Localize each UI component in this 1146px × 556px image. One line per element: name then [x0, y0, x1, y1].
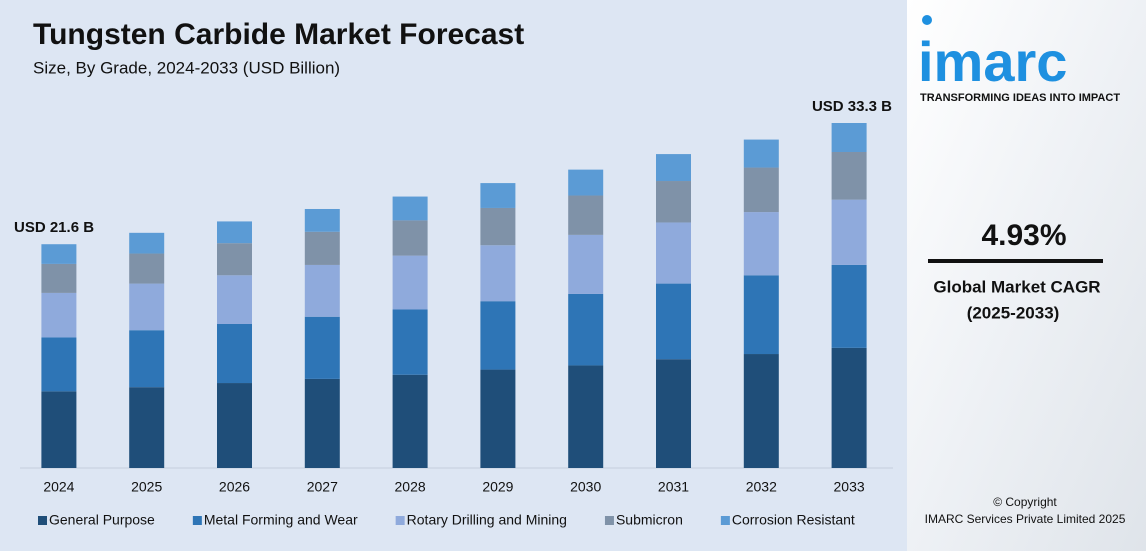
- copyright: © Copyright: [993, 495, 1057, 509]
- legend-label: Rotary Drilling and Mining: [407, 512, 567, 528]
- bar-segment: [480, 183, 516, 208]
- company: IMARC Services Private Limited 2025: [925, 512, 1126, 526]
- bar-segment: [831, 264, 867, 348]
- bar-segment: [129, 253, 165, 284]
- bar-segment: [831, 347, 867, 468]
- cagr-value: 4.93%: [981, 219, 1066, 252]
- x-tick-label: 2024: [43, 479, 74, 495]
- bar-segment: [129, 387, 165, 468]
- legend-swatch: [38, 516, 47, 525]
- bar-segment: [392, 374, 428, 468]
- bar-segment: [743, 167, 779, 213]
- bar-segment: [129, 232, 165, 254]
- bar-segment: [480, 245, 516, 302]
- legend-label: Corrosion Resistant: [732, 512, 855, 528]
- bar-segment: [656, 181, 691, 223]
- total-label: USD 33.3 B: [812, 98, 892, 115]
- sidebar-background: [907, 0, 1146, 551]
- x-tick-label: 2033: [834, 479, 865, 495]
- logo-dot: [922, 15, 932, 25]
- chart-subtitle: Size, By Grade, 2024-2033 (USD Billion): [33, 58, 340, 77]
- bar-segment: [217, 221, 252, 244]
- legend-label: Metal Forming and Wear: [204, 512, 358, 528]
- bar-segment: [480, 369, 516, 468]
- bar-segment: [392, 220, 428, 256]
- bar-segment: [304, 378, 340, 468]
- bar-segment: [304, 264, 340, 317]
- x-tick-label: 2028: [395, 479, 426, 495]
- bar-segment: [568, 293, 604, 366]
- bar-segment: [743, 354, 779, 468]
- bar-segment: [217, 243, 252, 276]
- legend-label: Submicron: [616, 512, 683, 528]
- bar-segment: [392, 196, 428, 221]
- x-tick-label: 2026: [219, 479, 250, 495]
- bar-segment: [480, 207, 516, 246]
- bar-segment: [568, 169, 604, 196]
- bar-segment: [217, 323, 252, 384]
- bar-segment: [41, 337, 77, 392]
- x-tick-label: 2025: [131, 479, 162, 495]
- total-label: USD 21.6 B: [14, 219, 94, 236]
- bar-segment: [831, 123, 867, 153]
- bar-segment: [217, 383, 252, 468]
- cagr-rule: [928, 259, 1103, 263]
- legend-label: General Purpose: [49, 512, 155, 528]
- bar-segment: [304, 208, 340, 232]
- bar-segment: [656, 222, 691, 284]
- bar-segment: [831, 199, 867, 265]
- x-tick-label: 2027: [307, 479, 338, 495]
- bar-segment: [217, 275, 252, 324]
- bar-segment: [129, 330, 165, 388]
- bar-segment: [41, 292, 77, 338]
- x-tick-label: 2032: [746, 479, 777, 495]
- bar-segment: [392, 309, 428, 375]
- legend-swatch: [395, 516, 405, 525]
- tagline: TRANSFORMING IDEAS INTO IMPACT: [920, 92, 1120, 104]
- x-tick-label: 2030: [570, 479, 601, 495]
- bar-segment: [656, 154, 691, 182]
- bar-segment: [568, 234, 604, 294]
- logo: imarc: [918, 30, 1067, 93]
- bar-segment: [743, 212, 779, 276]
- bar-segment: [743, 139, 779, 168]
- bar-segment: [568, 365, 604, 468]
- bar-segment: [568, 195, 604, 235]
- x-tick-label: 2029: [482, 479, 513, 495]
- bar-segment: [129, 283, 165, 331]
- legend-swatch: [604, 516, 614, 525]
- legend-swatch: [720, 516, 730, 525]
- bar-segment: [392, 255, 428, 310]
- bar-segment: [304, 231, 340, 265]
- bar-segment: [656, 359, 691, 468]
- bar-segment: [656, 283, 691, 360]
- bar-segment: [41, 244, 77, 264]
- cagr-period: (2025-2033): [967, 303, 1060, 322]
- bar-segment: [480, 301, 516, 370]
- bar-segment: [304, 316, 340, 379]
- cagr-label: Global Market CAGR: [933, 277, 1100, 296]
- bar-segment: [41, 391, 77, 468]
- bar-segment: [743, 275, 779, 355]
- legend-swatch: [192, 516, 202, 525]
- bar-segment: [41, 263, 77, 293]
- bar-segment: [831, 152, 867, 200]
- chart-title: Tungsten Carbide Market Forecast: [33, 18, 524, 51]
- x-tick-label: 2031: [658, 479, 689, 495]
